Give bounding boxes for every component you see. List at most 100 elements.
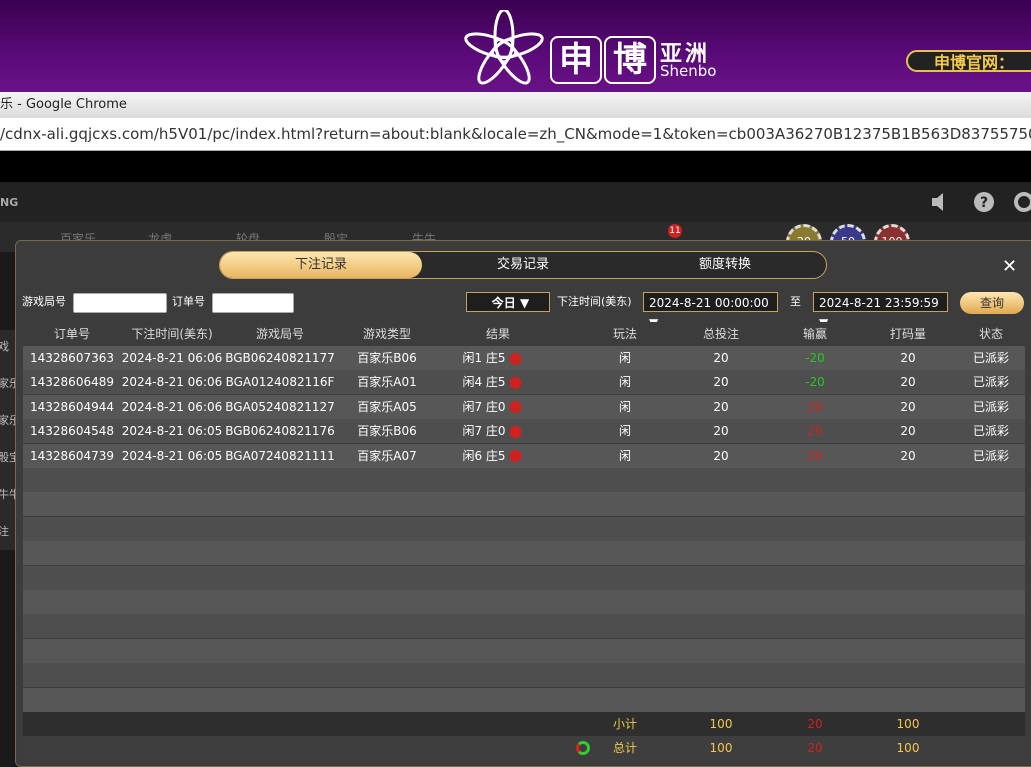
table-row (23, 638, 1025, 663)
refresh-icon[interactable] (576, 741, 590, 755)
side-item: 注 (0, 525, 9, 538)
table-cell: 百家乐A01 (357, 375, 417, 390)
close-button[interactable]: ✕ (1002, 256, 1018, 277)
header-icons: ? (932, 192, 1031, 212)
end-select[interactable]: 2024-8-21 23:59:59 ▼ (813, 292, 948, 330)
total-row (23, 736, 1025, 760)
table-row (23, 419, 1025, 444)
spacer (0, 151, 1031, 182)
official-site[interactable]: 申博官网： (906, 50, 1031, 72)
table-cell: 20 (807, 448, 823, 463)
banner: 申 博 亚洲 Shenbo 申博官网： (0, 0, 1031, 92)
logo-char: 博 (604, 36, 656, 84)
subtotal-row (23, 712, 1025, 736)
game-no-input[interactable] (73, 293, 167, 313)
table-row (23, 663, 1025, 688)
table-row (23, 614, 1025, 639)
window-title: 乐 - Google Chrome (0, 92, 1031, 118)
table-row (23, 443, 1025, 468)
table-row (23, 687, 1025, 712)
table-cell: 20 (900, 351, 916, 365)
start-select[interactable]: 2024-8-21 00:00:00 ▼ (643, 292, 778, 330)
query-button[interactable]: 查询 (960, 292, 1024, 314)
subtotal-label: 小计 (612, 717, 638, 731)
tab[interactable]: 下注记录 (220, 252, 422, 278)
table-cell: 14328607363 (30, 351, 114, 365)
table-cell: 闲 (618, 424, 632, 439)
play-icon[interactable] (509, 376, 522, 389)
table-cell: BGB06240821176 (225, 424, 335, 439)
table-cell: 闲 (618, 448, 632, 463)
table-cell: 百家乐B06 (357, 351, 417, 365)
table-cell: BGB06240821177 (225, 351, 335, 365)
side-item: 家乐 (0, 377, 15, 390)
table-cell: 闲 (618, 351, 632, 365)
url-bar[interactable]: /cdnx-ali.gqjcxs.com/h5V01/pc/index.html… (0, 118, 1031, 151)
header-cell: 状态 (978, 327, 1004, 341)
site-header: NG ? (0, 182, 1031, 222)
tab-bar: 下注记录 交易记录 额度转换 (219, 251, 827, 279)
header-cell: 游戏局号 (255, 327, 305, 341)
table-cell: 闲7 庄0 (462, 419, 522, 443)
table-cell: 20 (807, 399, 823, 414)
tab[interactable]: 交易记录 (496, 257, 549, 272)
side-item: 牛牛 (0, 488, 15, 501)
table-cell: 20 (713, 424, 729, 439)
subtotal-value: 100 (896, 717, 920, 731)
subtotal-value: 100 (709, 717, 733, 731)
table-cell: 20 (713, 351, 729, 365)
period-select[interactable]: 今日 ▼ (466, 292, 550, 312)
table-cell: 已派彩 (972, 448, 1010, 463)
header-cell: 玩法 (612, 327, 638, 341)
logo-char: 申 (550, 36, 602, 84)
table-cell: 2024-8-21 06:06 (121, 375, 223, 390)
table-row (23, 492, 1025, 517)
table-cell: 2024-8-21 06:05 (121, 448, 223, 463)
total-value: 100 (896, 741, 920, 755)
brand: NG (0, 196, 19, 209)
table-cell: 闲 (618, 375, 632, 390)
table-cell: 闲1 庄5 (462, 346, 522, 370)
label: 至 (790, 295, 801, 308)
table-cell: 20 (713, 375, 729, 390)
header-cell: 总投注 (702, 327, 740, 341)
header-cell: 打码量 (889, 327, 927, 341)
play-icon[interactable] (509, 352, 522, 365)
label: 游戏局号 (22, 295, 66, 308)
play-icon[interactable] (509, 450, 522, 463)
table-row (23, 394, 1025, 419)
table-cell: 2024-8-21 06:05 (121, 424, 223, 439)
label: 订单号 (172, 295, 205, 308)
header-cell: 下注时间(美东) (131, 327, 213, 341)
table-cell: 20 (900, 424, 916, 439)
badge: 11 (668, 224, 682, 238)
table-row (23, 346, 1025, 370)
logo-flower (464, 10, 544, 85)
order-no-input[interactable] (212, 293, 294, 313)
svg-text:?: ? (980, 195, 988, 211)
table-cell: 2024-8-21 06:06 (121, 399, 223, 414)
play-icon[interactable] (509, 401, 522, 414)
table-cell: 闲7 庄0 (462, 395, 522, 419)
table-cell: 闲 (618, 399, 632, 414)
table-cell: BGA07240821111 (225, 448, 335, 463)
logo-cn: 亚洲 (660, 42, 711, 67)
record-modal: 下注记录 交易记录 额度转换 ✕ 游戏局号 订单号 今日 ▼ 下注时间(美东) 20… (15, 240, 1031, 767)
tab[interactable]: 额度转换 (698, 257, 751, 272)
play-icon[interactable] (509, 425, 522, 438)
table-cell: 闲4 庄5 (462, 370, 522, 394)
table-cell: -20 (805, 351, 825, 365)
subtotal-value: 20 (807, 717, 823, 731)
table-cell: -20 (805, 375, 825, 390)
logo-en: Shenbo (660, 62, 717, 80)
table-cell: 20 (713, 448, 729, 463)
header-row (23, 322, 1025, 346)
table-cell: 2024-8-21 06:06 (121, 351, 223, 365)
table-cell: 20 (900, 399, 916, 414)
total-value: 100 (709, 741, 733, 755)
table-cell: BGA05240821127 (225, 399, 335, 414)
table-cell: 14328604944 (30, 399, 114, 414)
label: 下注时间(美东) (557, 295, 632, 308)
table-cell: BGA0124082116F (225, 375, 335, 390)
